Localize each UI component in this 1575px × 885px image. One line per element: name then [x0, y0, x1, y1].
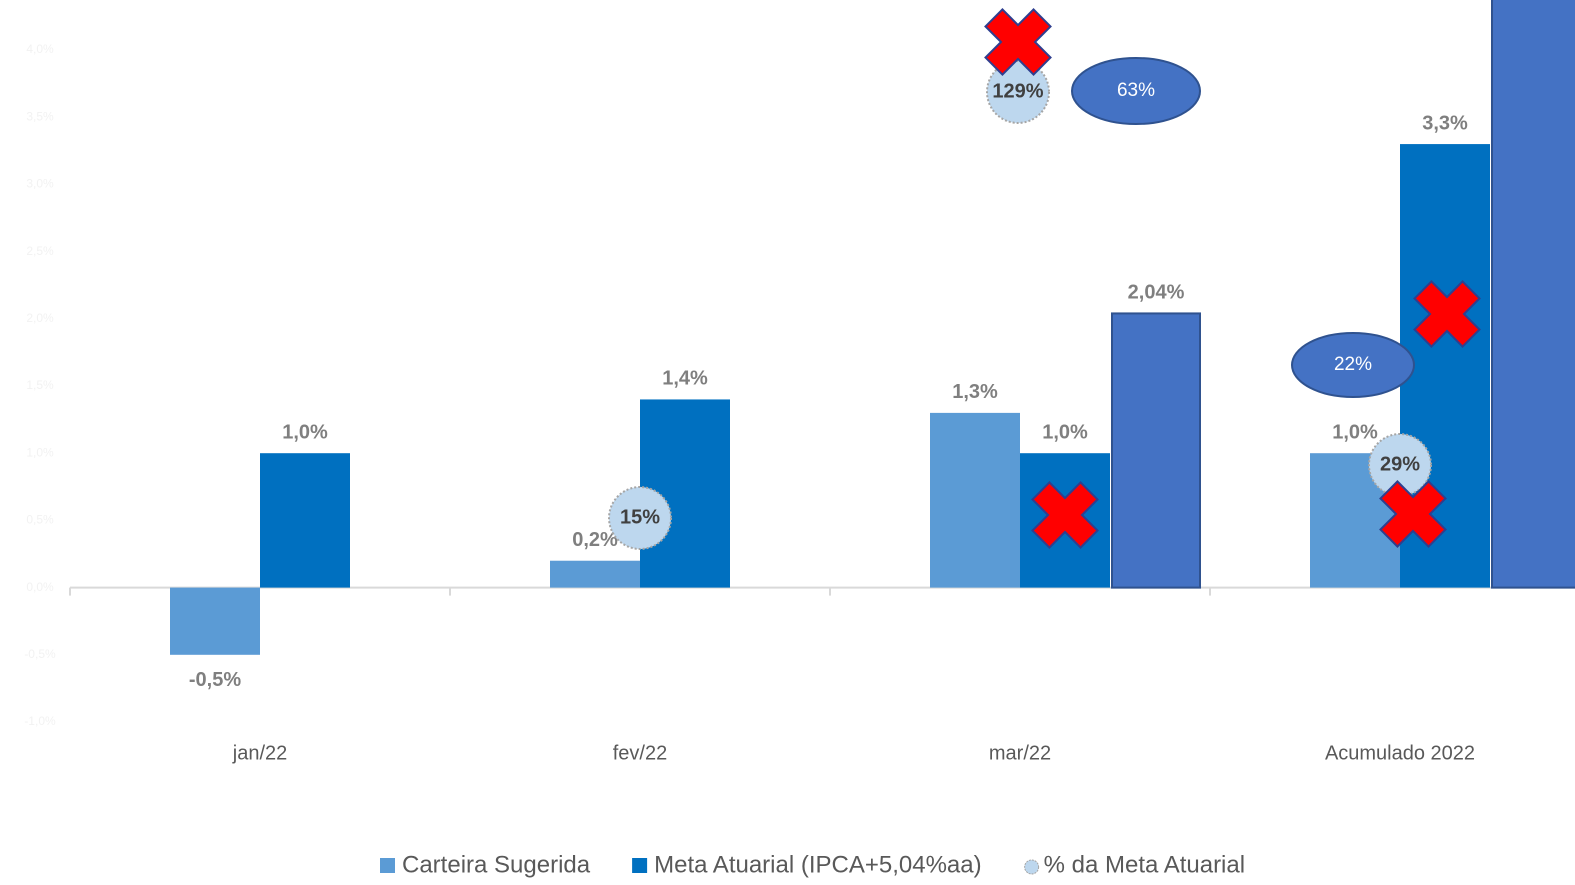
- red-x-shape: [1031, 481, 1099, 549]
- bar: [550, 560, 640, 588]
- percent-bubble: [986, 60, 1050, 124]
- data-label: 1,0%: [1042, 421, 1088, 443]
- annotation-text: 63%: [1117, 80, 1155, 101]
- legend-swatch: [1024, 859, 1040, 875]
- data-label: 2,04%: [1128, 282, 1185, 304]
- red-x-mark: [1031, 481, 1099, 549]
- y-tick-label: -0,5%: [24, 647, 56, 661]
- red-x-shape: [984, 8, 1052, 76]
- bar: [930, 412, 1020, 588]
- bar: [260, 453, 350, 588]
- red-x-mark: [984, 8, 1052, 76]
- percent-label: 129%: [992, 80, 1043, 102]
- bar: [1111, 312, 1201, 589]
- data-label: 1,3%: [952, 381, 998, 403]
- x-tick-label: jan/22: [232, 742, 288, 764]
- data-label: 1,0%: [1332, 421, 1378, 443]
- data-label: 1,0%: [282, 421, 328, 443]
- y-tick-label: 0,5%: [26, 513, 54, 527]
- x-tick-label: fev/22: [613, 742, 667, 764]
- legend-label: Carteira Sugerida: [402, 851, 591, 878]
- legend-swatch: [632, 858, 648, 873]
- y-tick-label: 2,5%: [26, 244, 54, 258]
- data-label: 3,3%: [1422, 112, 1468, 134]
- annotation-text: 22%: [1334, 354, 1372, 375]
- legend-label: % da Meta Atuarial: [1044, 851, 1245, 878]
- x-tick-label: Acumulado 2022: [1325, 742, 1475, 764]
- red-x-mark: [1379, 480, 1447, 548]
- annotation-oval: [1071, 57, 1201, 125]
- red-x-shape: [1379, 480, 1447, 548]
- data-label: 1,4%: [662, 368, 708, 390]
- legend-swatch: [380, 858, 395, 873]
- bar: [170, 587, 260, 655]
- y-tick-label: 0,0%: [26, 580, 54, 594]
- y-tick-label: 3,0%: [26, 177, 54, 191]
- annotation-oval: [1291, 332, 1415, 398]
- bar: [1491, 0, 1575, 589]
- y-tick-label: 1,5%: [26, 378, 54, 392]
- red-x-shape: [1413, 280, 1481, 348]
- y-tick-label: 1,0%: [26, 445, 54, 459]
- data-label: -0,5%: [189, 669, 241, 691]
- y-tick-label: -1,0%: [24, 714, 56, 728]
- y-tick-label: 2,0%: [26, 311, 54, 325]
- y-tick-label: 3,5%: [26, 109, 54, 123]
- percent-bubble: [608, 486, 672, 550]
- x-tick-label: mar/22: [989, 742, 1051, 764]
- y-tick-label: 4,0%: [26, 42, 54, 56]
- percent-label: 15%: [620, 506, 660, 528]
- percent-label: 29%: [1380, 453, 1420, 475]
- data-label: 0,2%: [572, 529, 618, 551]
- red-x-mark: [1413, 280, 1481, 348]
- legend-label: Meta Atuarial (IPCA+5,04%aa): [654, 851, 982, 878]
